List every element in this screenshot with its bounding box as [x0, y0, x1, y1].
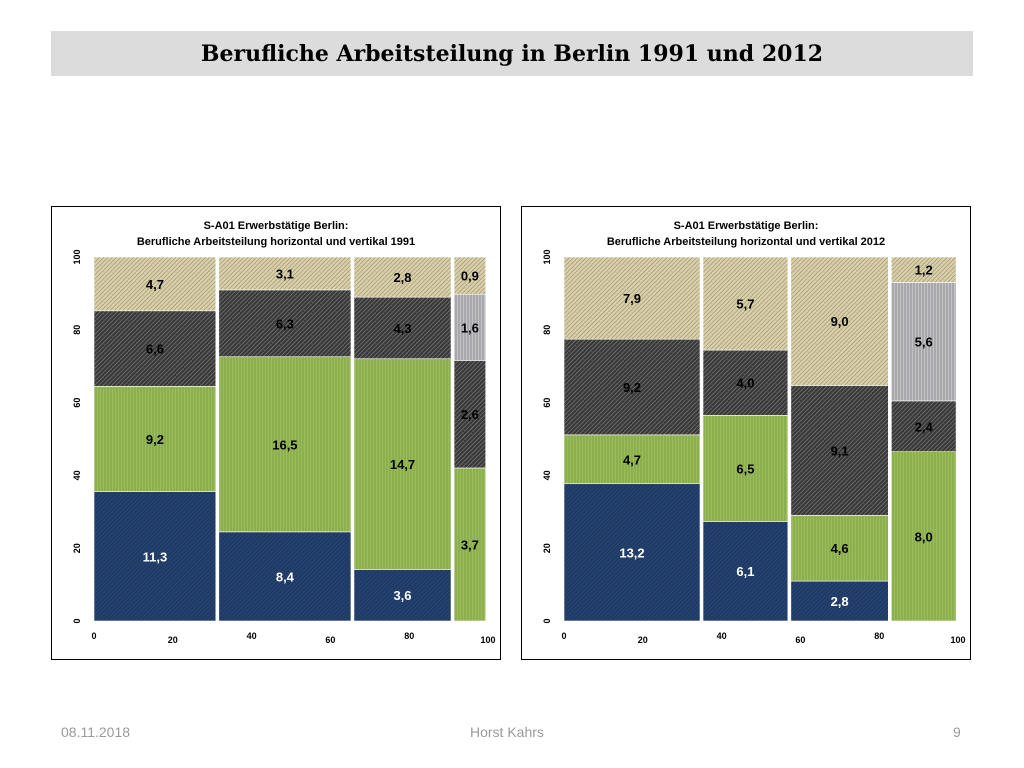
mosaic-cell: [353, 296, 452, 360]
mosaic-cell: [93, 386, 217, 492]
mosaic-cell: [353, 569, 452, 622]
mosaic-cell: [563, 483, 701, 622]
mosaic-cell: [218, 289, 352, 358]
mosaic-cell: [790, 256, 889, 386]
y-tick-label: 80: [72, 325, 82, 335]
data-label: 5,7: [736, 297, 754, 312]
slide-title: Berufliche Arbeitsteilung in Berlin 1991…: [200, 40, 824, 67]
mosaic-cell: [93, 256, 217, 312]
data-label: 7,9: [623, 291, 641, 306]
mosaic-cell: [218, 356, 352, 533]
y-tick-label: 100: [72, 249, 82, 264]
data-label: 2,8: [831, 594, 849, 609]
mosaic-chart-2012: S-A01 Erwerbstätige Berlin: Berufliche Ar…: [542, 220, 966, 645]
footer-author: Horst Kahrs: [470, 724, 544, 740]
y-tick-label: 40: [72, 470, 82, 480]
data-label: 9,0: [831, 314, 849, 329]
x-tick-label: 60: [325, 635, 335, 645]
x-tick-label: 60: [795, 635, 805, 645]
data-label: 9,1: [831, 443, 849, 458]
mosaic-cell: [563, 338, 701, 436]
data-label: 4,7: [146, 277, 164, 292]
x-tick-label: 80: [404, 631, 414, 641]
mosaic-cell: [453, 467, 487, 622]
data-label: 16,5: [272, 437, 297, 452]
mosaic-cell: [353, 358, 452, 570]
data-label: 1,2: [915, 263, 933, 278]
data-label: 14,7: [390, 457, 415, 472]
mosaic-cell: [790, 580, 889, 622]
y-tick-label: 80: [542, 325, 552, 335]
data-label: 4,6: [831, 541, 849, 556]
slide-title-bar: Berufliche Arbeitsteilung in Berlin 1991…: [51, 31, 973, 76]
footer-date: 08.11.2018: [61, 724, 131, 740]
chart-1991: S-A01 Erwerbstätige Berlin: Berufliche Ar…: [51, 206, 501, 660]
data-label: 4,0: [736, 376, 754, 391]
data-label: 8,0: [915, 529, 933, 544]
chart-title: S-A01 Erwerbstätige Berlin:: [204, 220, 349, 232]
x-tick-label: 0: [561, 631, 566, 641]
data-label: 2,4: [915, 419, 934, 434]
data-label: 3,6: [393, 588, 411, 603]
mosaic-cell: [891, 400, 957, 452]
page-number: 9: [953, 724, 961, 740]
x-tick-label: 80: [874, 631, 884, 641]
data-label: 2,6: [461, 407, 479, 422]
x-tick-label: 100: [480, 635, 495, 645]
data-label: 2,8: [393, 270, 411, 285]
y-tick-label: 60: [542, 398, 552, 408]
data-label: 3,1: [276, 266, 294, 281]
x-tick-label: 40: [247, 631, 257, 641]
y-tick-label: 100: [542, 249, 552, 264]
mosaic-cell: [453, 293, 487, 361]
mosaic-cell: [218, 531, 352, 622]
data-label: 6,3: [276, 316, 294, 331]
chart-subtitle: Berufliche Arbeitsteilung horizontal und…: [607, 236, 885, 248]
mosaic-cell: [93, 491, 217, 622]
data-label: 9,2: [623, 380, 641, 395]
chart-title: S-A01 Erwerbstätige Berlin:: [674, 220, 819, 232]
data-label: 6,5: [736, 461, 754, 476]
data-label: 1,6: [461, 320, 479, 335]
mosaic-cell: [563, 256, 701, 340]
mosaic-cell: [702, 256, 789, 351]
mosaic-cell: [891, 451, 957, 622]
y-tick-label: 0: [542, 618, 552, 623]
data-label: 9,2: [146, 432, 164, 447]
mosaic-cell: [453, 256, 487, 295]
data-label: 3,7: [461, 537, 479, 552]
y-tick-label: 0: [72, 618, 82, 623]
y-tick-label: 40: [542, 470, 552, 480]
data-label: 11,3: [143, 549, 168, 564]
y-tick-label: 20: [72, 543, 82, 553]
mosaic-cell: [702, 349, 789, 416]
x-tick-label: 20: [638, 635, 648, 645]
chart-2012: S-A01 Erwerbstätige Berlin: Berufliche Ar…: [521, 206, 971, 660]
mosaic-cell: [353, 256, 452, 298]
x-tick-label: 20: [168, 635, 178, 645]
data-label: 6,6: [146, 342, 164, 357]
y-tick-label: 20: [542, 543, 552, 553]
x-tick-label: 0: [91, 631, 96, 641]
mosaic-cell: [218, 256, 352, 291]
mosaic-cell: [790, 515, 889, 582]
mosaic-cell: [891, 282, 957, 402]
mosaic-cell: [790, 385, 889, 516]
mosaic-cell: [891, 256, 957, 283]
mosaic-cell: [702, 521, 789, 622]
data-label: 8,4: [276, 569, 295, 584]
mosaic-chart-1991: S-A01 Erwerbstätige Berlin: Berufliche Ar…: [72, 220, 496, 645]
mosaic-cell: [563, 434, 701, 485]
x-tick-label: 100: [950, 635, 965, 645]
data-label: 5,6: [915, 335, 933, 350]
data-label: 4,7: [623, 452, 641, 467]
data-label: 4,3: [393, 321, 411, 336]
chart-subtitle: Berufliche Arbeitsteilung horizontal und…: [137, 236, 415, 248]
y-tick-label: 60: [72, 398, 82, 408]
data-label: 0,9: [461, 269, 479, 284]
x-tick-label: 40: [717, 631, 727, 641]
data-label: 13,2: [619, 545, 644, 560]
data-label: 6,1: [736, 564, 754, 579]
